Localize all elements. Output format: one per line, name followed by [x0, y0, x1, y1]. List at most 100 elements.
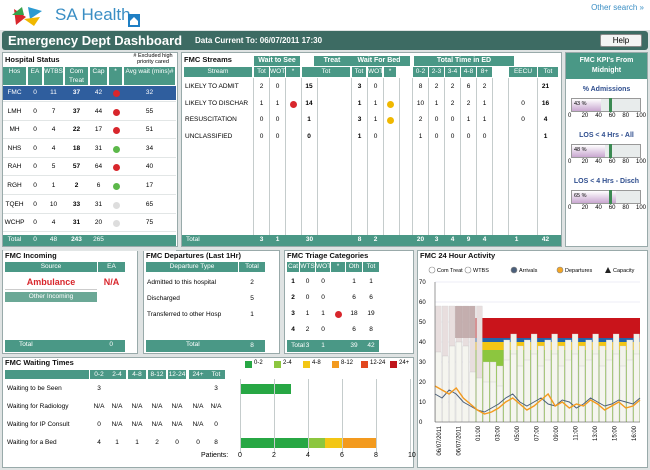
grid-line [317, 78, 318, 235]
stream-cell: 0 [259, 116, 264, 123]
departures-total-value: 8 [250, 342, 254, 349]
y-tick: 50 [419, 320, 426, 326]
waiting-title: FMC Waiting Times [5, 358, 74, 367]
activity-title: FMC 24 Hour Activity [420, 251, 496, 260]
stream-cell: 0 [275, 116, 280, 123]
waiting-row-label: Waiting to be Seen [7, 385, 62, 392]
stream-col-header: WOT [270, 67, 286, 77]
activity-bar-inner [524, 359, 531, 423]
nav-health-reform[interactable]: Health reform [314, 18, 367, 27]
stream-col-header: Tot [302, 67, 350, 77]
stream-total-cell: 8 [357, 236, 362, 243]
nav-about-us[interactable]: About us [481, 18, 516, 27]
hospital-cell: 31 [72, 219, 81, 227]
status-dot [113, 108, 120, 116]
stream-cell: 1 [418, 132, 423, 140]
kpi-value: 43 % [574, 101, 587, 107]
waiting-cell: 3 [97, 385, 101, 392]
kpi-fill [572, 191, 616, 203]
row-divider [3, 175, 176, 177]
x-tick: 11:00 [574, 425, 580, 440]
legend-swatch [332, 361, 339, 368]
hospital-cell: 33 [72, 200, 81, 208]
hospital-cell: 4 [51, 219, 56, 227]
stream-cell: 1 [373, 116, 378, 123]
other-search-link[interactable]: Other search » [591, 3, 644, 12]
x-tick: 13:00 [593, 425, 599, 441]
hospital-cell: 40 [145, 163, 154, 171]
kpi-tick: 20 [581, 205, 589, 211]
legend-label: 0-2 [254, 360, 263, 366]
grid-line [274, 379, 275, 453]
hospital-cell: 65 [145, 200, 154, 208]
triage-cell: 6 [352, 326, 356, 333]
legend-marker [428, 266, 436, 274]
stream-cell: 3 [357, 116, 362, 123]
waiting-col-header: 0-2 [90, 370, 108, 379]
kpi-tick: 0 [568, 159, 572, 165]
grid-line [383, 78, 384, 235]
stream-cell: 0 [275, 132, 280, 140]
waiting-cell: 2 [155, 439, 159, 446]
stream-name: RESUSCITATION [185, 116, 237, 123]
stream-cell: 10 [416, 99, 425, 107]
nav-health-information[interactable]: Health information [146, 18, 217, 27]
streams-panel [181, 52, 562, 247]
help-button[interactable]: Help [600, 34, 642, 47]
stream-cell: 2 [466, 99, 471, 107]
stream-cell: 1 [434, 99, 439, 107]
selected-row-fmc[interactable] [3, 86, 176, 100]
stream-cell: 0 [450, 132, 455, 140]
hospital-col-header: Cap [90, 67, 107, 85]
grid-line [460, 78, 461, 235]
hospital-cell: 64 [94, 163, 103, 171]
activity-bar-inner [442, 355, 449, 423]
waiting-bar [308, 438, 325, 448]
home-icon[interactable] [128, 14, 140, 27]
kpi-tick: 80 [622, 159, 630, 165]
triage-cell: 0 [305, 278, 310, 285]
nav-work-with-us[interactable]: Work with us [398, 18, 448, 27]
streams-total-row: Total [182, 235, 561, 246]
triage-cell: 0 [321, 294, 325, 301]
x-tick: 05:00 [515, 425, 521, 441]
waiting-axis-tick: 4 [306, 452, 310, 459]
stream-cell: 0 [521, 116, 525, 123]
stream-cell: 1 [373, 99, 378, 107]
waiting-col-blank [5, 370, 89, 379]
waiting-axis-tick: 8 [374, 452, 378, 459]
waiting-cell: 1 [135, 439, 139, 446]
y-tick: 20 [419, 380, 426, 386]
y-tick: 30 [419, 360, 426, 366]
stream-total-cell: 3 [434, 236, 439, 243]
legend-marker [510, 266, 518, 274]
legend-label: Com Treat [437, 268, 463, 274]
triage-total-cell: 39 [350, 342, 358, 349]
status-dot [113, 201, 120, 209]
kpi-tick: 20 [581, 113, 589, 119]
stream-cell: 2 [450, 99, 455, 107]
stream-cell: 0 [521, 99, 525, 107]
triage-col-header: Tot [363, 262, 379, 272]
activity-bar-inner [572, 353, 579, 423]
brand-name: SA Health [55, 5, 131, 24]
waiting-bar [342, 438, 376, 448]
waiting-axis-tick: 2 [272, 452, 276, 459]
waiting-col-header: Tot [207, 370, 225, 379]
triage-cell: 1 [352, 278, 356, 285]
hospital-note: # Excluded high priority cared [133, 53, 173, 65]
legend-label: Arrivals [519, 268, 538, 274]
kpi-label: % Admissions [582, 86, 631, 93]
stream-cell: 0 [373, 132, 378, 140]
stream-cell: 2 [482, 83, 487, 90]
row-divider [3, 156, 176, 158]
grid-line [428, 78, 429, 235]
stream-cell: 1 [482, 116, 487, 123]
nav-health-services[interactable]: Health services [231, 18, 290, 27]
y-tick: 70 [419, 280, 426, 286]
status-dot [113, 90, 120, 97]
activity-bar-inner [517, 365, 524, 423]
legend-label: 4-8 [312, 360, 321, 366]
kpi-label: LOS < 4 Hrs - All [579, 132, 634, 139]
grid-line [285, 78, 286, 235]
